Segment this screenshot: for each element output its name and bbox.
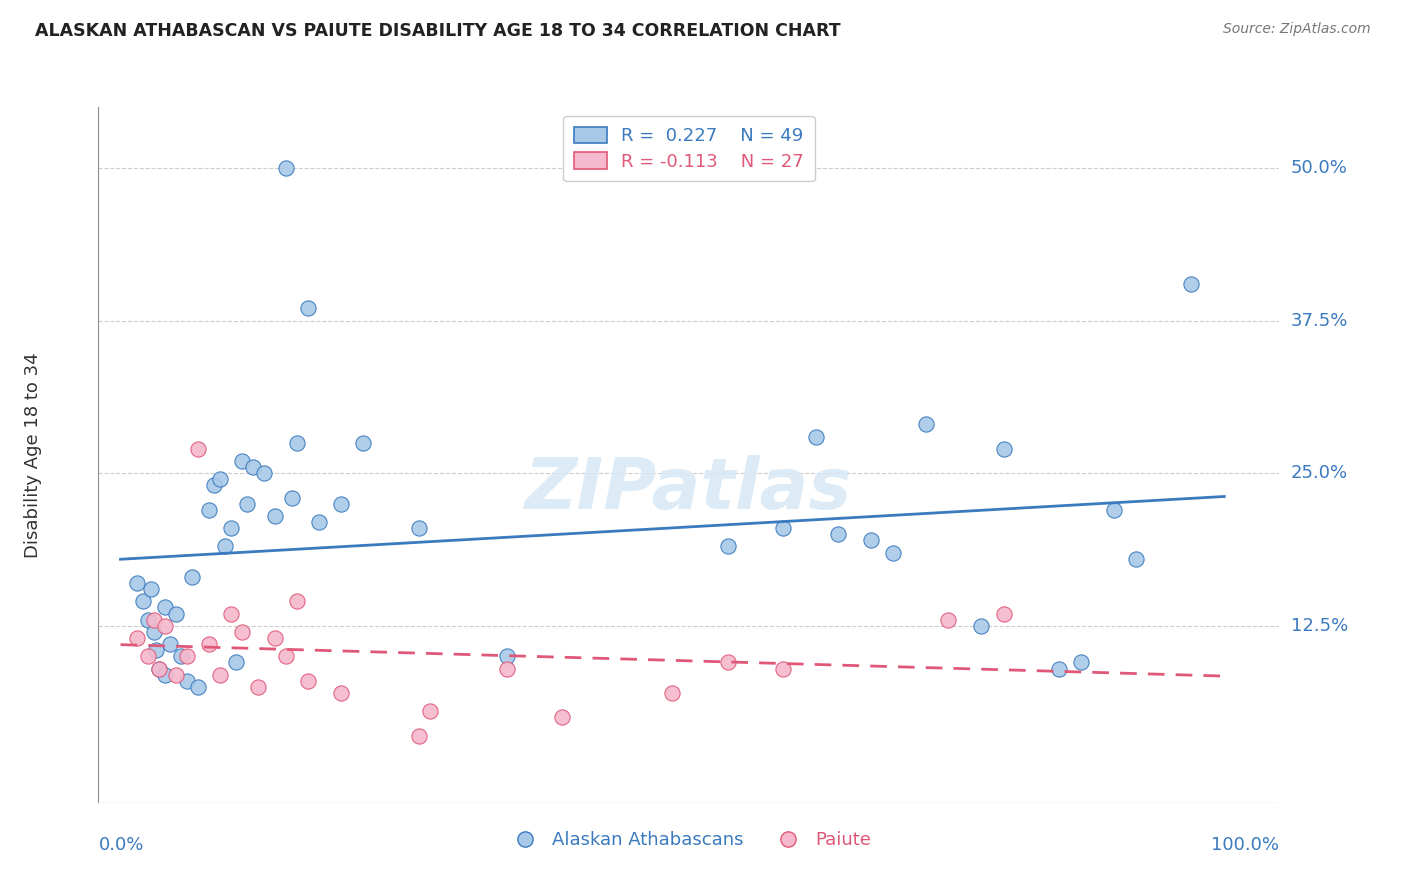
Point (936, 613, 959, 627)
Text: 12.5%: 12.5% (1291, 616, 1348, 635)
Text: ALASKAN ATHABASCAN VS PAIUTE DISABILITY AGE 18 TO 34 CORRELATION CHART: ALASKAN ATHABASCAN VS PAIUTE DISABILITY … (35, 22, 841, 40)
Point (219, 607, 242, 621)
Point (280, 491, 302, 505)
Point (202, 478, 225, 492)
Point (297, 301, 319, 316)
Point (219, 521, 242, 535)
Point (551, 710, 574, 724)
Point (308, 515, 330, 529)
Text: 100.0%: 100.0% (1212, 836, 1279, 855)
Text: 50.0%: 50.0% (1291, 159, 1347, 178)
Point (285, 594, 308, 608)
Point (198, 503, 221, 517)
Point (1102, 503, 1125, 517)
Point (136, 649, 159, 664)
Point (274, 161, 297, 175)
Point (208, 667, 231, 681)
Point (804, 429, 827, 443)
Point (827, 527, 849, 541)
Point (860, 533, 883, 548)
Point (253, 467, 276, 481)
Point (141, 582, 163, 597)
Point (231, 454, 253, 468)
Point (225, 656, 247, 670)
Point (145, 643, 167, 657)
Point (882, 545, 904, 559)
Point (716, 540, 738, 554)
Legend: Alaskan Athabascans, Paiute: Alaskan Athabascans, Paiute (499, 824, 879, 856)
Point (352, 435, 374, 450)
Point (231, 624, 253, 639)
Point (1180, 277, 1202, 291)
Point (1125, 551, 1147, 566)
Text: Source: ZipAtlas.com: Source: ZipAtlas.com (1223, 22, 1371, 37)
Point (495, 661, 517, 675)
Point (1047, 661, 1070, 675)
Point (125, 631, 148, 645)
Point (772, 661, 794, 675)
Point (716, 656, 738, 670)
Point (285, 435, 308, 450)
Point (153, 667, 176, 681)
Point (125, 576, 148, 591)
Point (131, 594, 153, 608)
Point (214, 540, 236, 554)
Point (142, 624, 165, 639)
Point (176, 649, 198, 664)
Text: 25.0%: 25.0% (1291, 464, 1348, 483)
Point (408, 729, 430, 743)
Point (408, 521, 430, 535)
Point (153, 619, 176, 633)
Point (264, 508, 287, 523)
Point (148, 661, 170, 675)
Point (247, 680, 270, 694)
Text: Disability Age 18 to 34: Disability Age 18 to 34 (24, 352, 42, 558)
Point (915, 417, 938, 432)
Point (993, 442, 1015, 456)
Point (187, 442, 209, 456)
Point (297, 673, 319, 688)
Point (661, 686, 683, 700)
Point (170, 649, 193, 664)
Point (236, 497, 259, 511)
Point (176, 673, 198, 688)
Point (181, 570, 204, 584)
Point (148, 661, 170, 675)
Point (153, 600, 176, 615)
Text: ZIPatlas: ZIPatlas (526, 455, 852, 524)
Point (419, 704, 441, 718)
Point (330, 497, 353, 511)
Point (208, 472, 231, 486)
Point (274, 649, 297, 664)
Point (165, 607, 187, 621)
Point (970, 619, 993, 633)
Point (136, 613, 159, 627)
Text: 37.5%: 37.5% (1291, 311, 1348, 330)
Point (198, 637, 221, 651)
Point (495, 649, 517, 664)
Point (1070, 656, 1092, 670)
Point (772, 521, 794, 535)
Point (330, 686, 353, 700)
Point (242, 460, 264, 475)
Point (187, 680, 209, 694)
Point (993, 607, 1015, 621)
Point (165, 667, 187, 681)
Point (264, 631, 287, 645)
Point (159, 637, 181, 651)
Text: 0.0%: 0.0% (98, 836, 143, 855)
Point (142, 613, 165, 627)
